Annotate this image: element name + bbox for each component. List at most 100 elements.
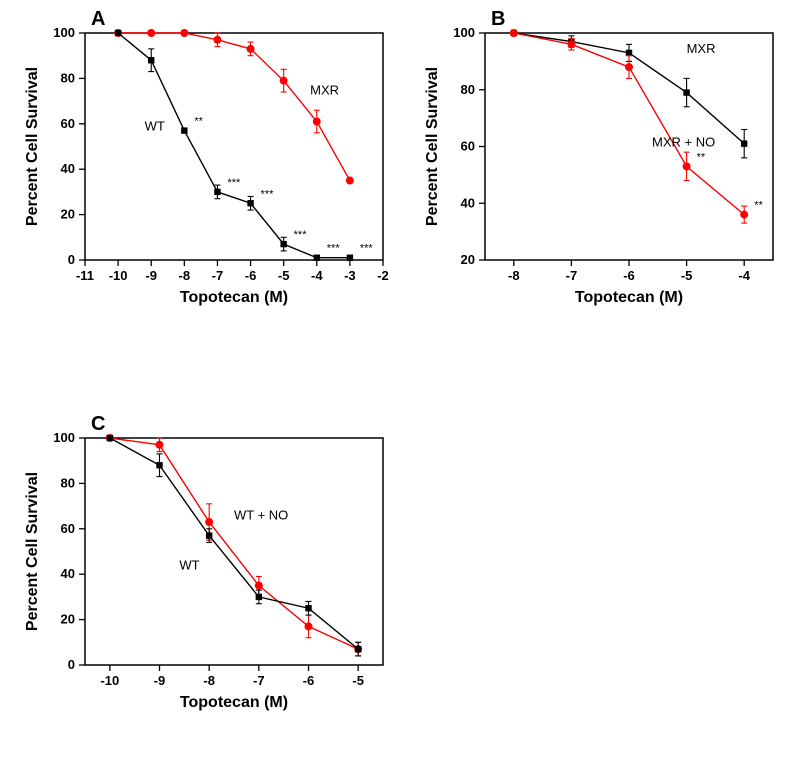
x-tick-label: -10 xyxy=(109,268,128,283)
significance-label: ** xyxy=(754,200,763,212)
y-tick-label: 80 xyxy=(61,70,75,85)
y-tick-label: 40 xyxy=(461,195,475,210)
x-tick-label: -10 xyxy=(100,673,119,688)
x-tick-label: -4 xyxy=(311,268,323,283)
data-marker-MXR xyxy=(213,36,221,44)
data-marker-WT xyxy=(280,241,286,247)
data-marker-WT+NO xyxy=(255,582,263,590)
y-tick-label: 20 xyxy=(61,612,75,627)
series-label-WT+NO: WT + NO xyxy=(234,508,288,523)
x-tick-label: -9 xyxy=(154,673,166,688)
data-marker-WT xyxy=(256,594,262,600)
x-tick-label: -5 xyxy=(278,268,290,283)
y-tick-label: 100 xyxy=(453,25,475,40)
data-marker-MXR xyxy=(741,140,747,146)
x-axis-title: Topotecan (M) xyxy=(180,694,288,711)
data-marker-WT+NO xyxy=(156,441,164,449)
series-label-MXR+NO: MXR + NO xyxy=(652,135,715,150)
x-tick-label: -5 xyxy=(681,268,693,283)
data-marker-WT+NO xyxy=(305,622,313,630)
series-line-WT xyxy=(110,438,358,649)
y-axis-title: Percent Cell Survival xyxy=(424,67,441,226)
data-marker-MXR+NO xyxy=(683,162,691,170)
series-line-WT+NO xyxy=(110,438,358,649)
y-axis-title: Percent Cell Survival xyxy=(24,472,41,631)
y-tick-label: 60 xyxy=(61,521,75,536)
x-tick-label: -4 xyxy=(738,268,750,283)
data-marker-WT xyxy=(156,462,162,468)
data-marker-WT xyxy=(305,605,311,611)
x-tick-label: -6 xyxy=(245,268,257,283)
x-tick-label: -2 xyxy=(377,268,389,283)
x-tick-label: -11 xyxy=(76,268,94,283)
y-tick-label: 80 xyxy=(461,82,475,97)
data-marker-MXR+NO xyxy=(567,40,575,48)
figure-page: { "panelA": { "letter": "A", "type": "sc… xyxy=(0,0,800,764)
data-marker-WT xyxy=(355,646,361,652)
significance-label: *** xyxy=(261,188,275,200)
panel-letter: B xyxy=(491,8,505,30)
series-label-MXR: MXR xyxy=(310,82,339,97)
x-tick-label: -5 xyxy=(352,673,364,688)
data-marker-MXR xyxy=(313,118,321,126)
series-label-WT: WT xyxy=(145,119,165,134)
y-axis-title: Percent Cell Survival xyxy=(24,67,41,226)
significance-label: *** xyxy=(227,177,241,189)
data-marker-MXR+NO xyxy=(625,63,633,71)
plot-frame xyxy=(85,33,383,260)
panel-a: A-11-10-9-8-7-6-5-4-3-2020406080100Topot… xyxy=(15,5,395,315)
data-marker-MXR xyxy=(280,77,288,85)
y-tick-label: 40 xyxy=(61,566,75,581)
y-tick-label: 40 xyxy=(61,161,75,176)
y-tick-label: 20 xyxy=(461,252,475,267)
y-tick-label: 100 xyxy=(53,25,75,40)
data-marker-WT xyxy=(247,200,253,206)
data-marker-WT+NO xyxy=(205,518,213,526)
panel-c: C -10 -9 -8 -7 -6 -5 0 20 40 60 80 100 Topotecan (M) P… xyxy=(15,410,395,720)
x-tick-label: -8 xyxy=(508,268,520,283)
significance-label: ** xyxy=(194,116,203,128)
data-marker-WT xyxy=(181,127,187,133)
data-marker-WT xyxy=(206,532,212,538)
y-tick-label: 60 xyxy=(461,139,475,154)
panel-b: B-8-7-6-5-420406080100Topotecan (M)Perce… xyxy=(415,5,785,315)
x-tick-label: -8 xyxy=(203,673,215,688)
panel-letter: C xyxy=(91,413,105,435)
data-marker-WT xyxy=(115,30,121,36)
plot-frame xyxy=(85,438,383,665)
x-tick-label: -9 xyxy=(145,268,157,283)
data-marker-WT xyxy=(148,57,154,63)
y-tick-label: 0 xyxy=(68,252,75,267)
data-marker-MXR+NO xyxy=(740,211,748,219)
x-tick-label: -7 xyxy=(212,268,224,283)
significance-label: ** xyxy=(697,151,706,163)
x-tick-label: -3 xyxy=(344,268,356,283)
data-marker-MXR xyxy=(247,45,255,53)
data-marker-WT xyxy=(347,255,353,261)
data-marker-MXR xyxy=(180,29,188,37)
data-marker-WT xyxy=(214,189,220,195)
x-tick-label: -6 xyxy=(303,673,315,688)
data-marker-MXR+NO xyxy=(510,29,518,37)
series-line-WT xyxy=(118,33,350,258)
y-tick-label: 20 xyxy=(61,207,75,222)
y-tick-label: 100 xyxy=(53,430,75,445)
significance-label: *** xyxy=(360,243,374,255)
series-line-MXR xyxy=(118,33,350,181)
series-label-WT: WT xyxy=(179,558,199,573)
data-marker-MXR xyxy=(626,50,632,56)
data-marker-MXR xyxy=(683,89,689,95)
x-tick-label: -7 xyxy=(253,673,265,688)
y-tick-label: 0 xyxy=(68,657,75,672)
x-axis-title: Topotecan (M) xyxy=(575,289,683,306)
y-tick-label: 60 xyxy=(61,116,75,131)
significance-label: *** xyxy=(327,243,341,255)
significance-label: *** xyxy=(294,229,308,241)
data-marker-WT xyxy=(314,255,320,261)
x-tick-label: -6 xyxy=(623,268,635,283)
panel-letter: A xyxy=(91,8,105,30)
data-marker-MXR xyxy=(346,177,354,185)
x-axis-title: Topotecan (M) xyxy=(180,289,288,306)
series-label-MXR: MXR xyxy=(687,41,716,56)
y-tick-label: 80 xyxy=(61,475,75,490)
